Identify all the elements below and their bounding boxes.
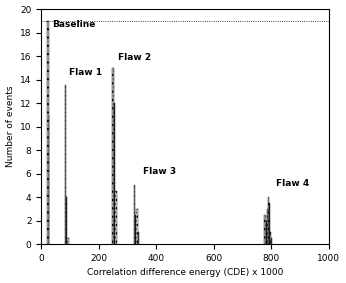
Bar bbox=[115, 191, 117, 244]
Bar bbox=[112, 68, 114, 244]
Bar bbox=[270, 232, 271, 244]
Bar bbox=[136, 209, 138, 244]
Bar bbox=[264, 215, 266, 244]
Bar bbox=[65, 85, 66, 244]
Bar bbox=[135, 215, 136, 244]
Bar bbox=[134, 185, 135, 244]
Bar bbox=[268, 197, 269, 244]
Bar bbox=[114, 103, 115, 244]
Text: Flaw 4: Flaw 4 bbox=[276, 179, 309, 188]
Bar bbox=[269, 203, 270, 244]
Bar bbox=[138, 232, 139, 244]
X-axis label: Correlation difference energy (CDE) x 1000: Correlation difference energy (CDE) x 10… bbox=[87, 269, 283, 277]
Bar bbox=[266, 209, 268, 244]
Text: Baseline: Baseline bbox=[52, 20, 95, 29]
Bar bbox=[67, 238, 69, 244]
Text: Flaw 3: Flaw 3 bbox=[144, 167, 176, 176]
Bar bbox=[66, 197, 67, 244]
Bar bbox=[46, 21, 48, 244]
Text: Flaw 2: Flaw 2 bbox=[118, 53, 151, 62]
Y-axis label: Number of events: Number of events bbox=[6, 86, 15, 167]
Bar bbox=[48, 115, 49, 244]
Bar bbox=[271, 238, 272, 244]
Text: Flaw 1: Flaw 1 bbox=[69, 68, 102, 77]
